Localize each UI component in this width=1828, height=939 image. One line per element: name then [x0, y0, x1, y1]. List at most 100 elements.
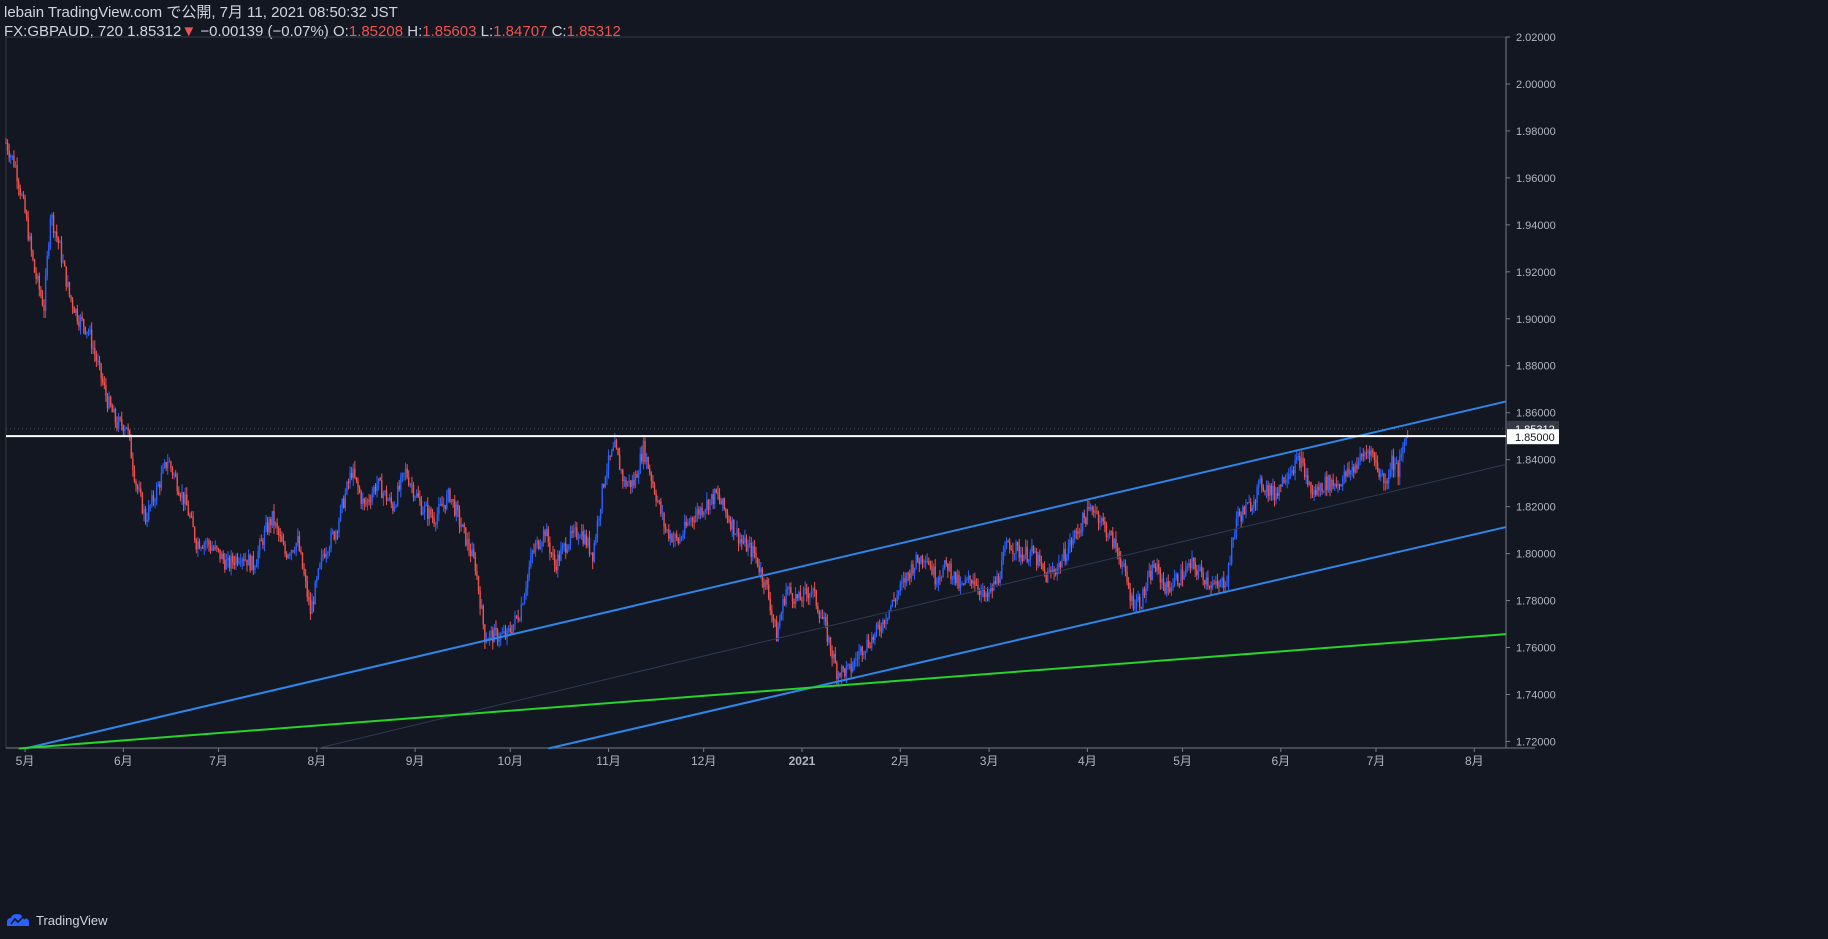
candle-body — [362, 498, 364, 504]
candle-body — [831, 650, 833, 659]
candle-body — [733, 519, 735, 535]
candle-body — [70, 295, 72, 300]
candle-body — [547, 528, 549, 543]
candle-body — [1343, 471, 1345, 479]
candle-body — [49, 217, 52, 245]
candle-body — [314, 582, 316, 605]
candle-body — [891, 600, 894, 607]
candle-body — [1300, 457, 1303, 468]
candle-body — [1074, 530, 1076, 539]
candle-body — [861, 647, 863, 656]
candle-body — [514, 615, 516, 625]
candle-body — [680, 538, 683, 540]
candle-body — [344, 493, 347, 508]
candle-body — [1104, 521, 1106, 525]
candle-body — [1283, 477, 1285, 484]
symbol-label[interactable]: FX:GBPAUD, 720 — [4, 23, 123, 40]
candle-body — [465, 527, 467, 546]
candle-body — [561, 545, 564, 550]
candle-body — [21, 194, 23, 196]
candle-body — [582, 531, 584, 544]
candle-body — [852, 666, 854, 672]
candle-body — [615, 440, 618, 449]
candle-body — [423, 505, 426, 513]
candle-body — [1262, 487, 1265, 491]
candle-body — [501, 633, 504, 635]
candle-body — [1081, 513, 1084, 532]
candle-body — [30, 236, 33, 251]
candle-body — [354, 468, 356, 478]
candle-body — [791, 593, 794, 602]
candle-body — [311, 601, 313, 614]
candle-body — [923, 561, 925, 563]
candle-body — [1199, 566, 1201, 571]
candle-body — [214, 546, 217, 550]
candle-body — [829, 637, 832, 651]
candle-body — [1391, 455, 1393, 470]
candle-body — [1253, 501, 1255, 508]
candle-body — [1275, 493, 1277, 500]
x-tick-label: 12月 — [691, 754, 716, 768]
candle-body — [284, 544, 286, 555]
candle-body — [656, 500, 659, 502]
candle-body — [858, 651, 860, 659]
candle-body — [660, 501, 662, 514]
candle-body — [945, 560, 947, 564]
candle-body — [864, 650, 867, 654]
candle-body — [1075, 530, 1077, 532]
candle-body — [297, 536, 299, 544]
candle-body — [1034, 551, 1036, 553]
candle-body — [92, 348, 94, 350]
candle-body — [273, 510, 275, 526]
candle-body — [228, 557, 231, 569]
candle-body — [170, 461, 172, 469]
candle-body — [917, 555, 919, 562]
candle-body — [661, 513, 664, 515]
candle-body — [127, 427, 129, 431]
candle-body — [645, 457, 648, 462]
candle-body — [471, 549, 473, 557]
candle-body — [517, 616, 519, 621]
candle-body — [507, 628, 510, 630]
candle-body — [6, 142, 9, 151]
candle-body — [427, 504, 429, 520]
candle-body — [760, 568, 762, 573]
candle-body — [541, 542, 543, 547]
candle-body — [1340, 485, 1342, 487]
candle-body — [810, 590, 813, 594]
candle-body — [986, 593, 989, 598]
footer-brand[interactable]: TradingView — [36, 912, 108, 928]
candle-body — [290, 550, 293, 555]
candle-body — [997, 575, 1000, 584]
candle-body — [522, 604, 524, 606]
candle-body — [113, 409, 115, 413]
candle-body — [533, 551, 535, 553]
candle-body — [560, 549, 562, 561]
candle-body — [1156, 563, 1158, 572]
candle-body — [1399, 456, 1401, 478]
candle-body — [325, 553, 327, 558]
candle-body — [676, 534, 678, 539]
candle-body — [135, 481, 137, 486]
candle-body — [138, 488, 140, 490]
candle-body — [336, 531, 339, 533]
candle-body — [460, 525, 462, 527]
candle-body — [376, 483, 378, 492]
candle-body — [991, 586, 993, 591]
candle-body — [511, 632, 513, 634]
candle-body — [788, 586, 790, 589]
candle-body — [217, 548, 220, 550]
candle-body — [939, 577, 941, 579]
candle-body — [1050, 570, 1052, 572]
candle-body — [1273, 485, 1276, 500]
candle-body — [119, 417, 121, 420]
candle-body — [674, 534, 676, 539]
candle-body — [828, 637, 830, 642]
candle-body — [972, 580, 974, 584]
candle-body — [1234, 532, 1236, 538]
candle-body — [392, 503, 394, 511]
candle-body — [1154, 567, 1157, 572]
candle-body — [233, 562, 236, 565]
candle-body — [926, 560, 928, 562]
